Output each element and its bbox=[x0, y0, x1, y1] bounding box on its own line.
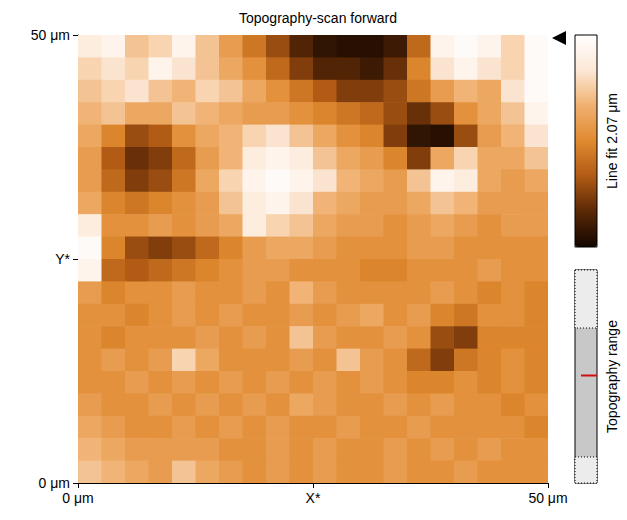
svg-text:Topography range: Topography range bbox=[604, 320, 620, 433]
svg-text:0 μm: 0 μm bbox=[39, 475, 70, 491]
svg-text:50 μm: 50 μm bbox=[31, 27, 70, 43]
svg-text:Line fit 2.07 μm: Line fit 2.07 μm bbox=[604, 93, 620, 189]
svg-text:X*: X* bbox=[306, 490, 321, 506]
svg-text:0 μm: 0 μm bbox=[62, 490, 93, 506]
svg-text:Topography-scan forward: Topography-scan forward bbox=[239, 10, 397, 26]
svg-text:Y*: Y* bbox=[55, 251, 70, 267]
svg-text:50 μm: 50 μm bbox=[528, 490, 567, 506]
